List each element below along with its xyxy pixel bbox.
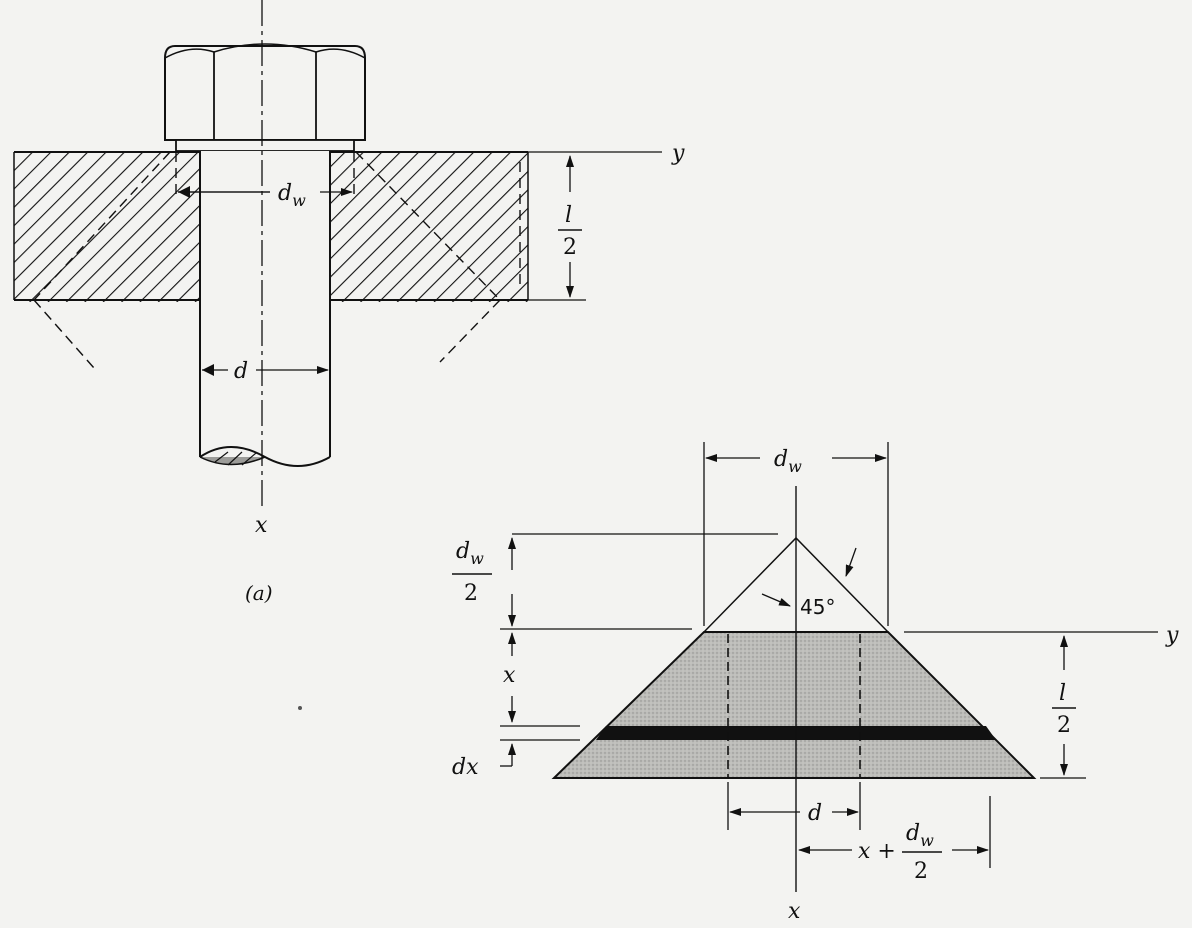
bolt-l-label: l [565, 203, 572, 228]
bolt-washer-dimension: dw [178, 181, 353, 210]
frustum-washer-d: d [774, 447, 788, 472]
radius-w: w [920, 831, 934, 850]
frustum-2-label: 2 [1057, 713, 1071, 738]
stray-mark [298, 706, 302, 710]
cone-angle-annotation: 45° [761, 547, 857, 619]
apex-height-2: 2 [464, 581, 478, 606]
frustum-half-length-dimension: l 2 [1052, 635, 1076, 776]
apex-height-dimension: dw 2 [452, 537, 516, 627]
frustum-bolt-lines [727, 634, 861, 778]
bolt-x-label: x [255, 513, 268, 538]
radius-dimension: x + dw 2 [798, 796, 991, 884]
bolt-caption: (a) [245, 581, 273, 605]
bolt-diameter-dimension: d [202, 359, 329, 384]
frustum-body [551, 631, 1037, 779]
dx-dim-label: dx [452, 755, 479, 780]
bolt-head [164, 43, 366, 152]
frustum-washer-w: w [788, 457, 802, 476]
svg-text:dw: dw [774, 447, 802, 476]
svg-text:dw: dw [456, 539, 484, 568]
svg-text:dw: dw [906, 821, 934, 850]
frustum-washer-dimension: dw [703, 442, 889, 626]
bolt-y-label: y [671, 141, 685, 166]
apex-height-d: d [456, 539, 470, 564]
bolt-washer-w: w [292, 191, 306, 210]
frustum-l-label: l [1059, 681, 1066, 706]
frustum-panel: y dw 45° dw 2 [452, 442, 1179, 924]
bolt-washer-d: d [278, 181, 292, 206]
radius-2: 2 [914, 859, 928, 884]
bolt-shank [199, 151, 331, 467]
bolt-panel: y dw d l 2 x (a) [13, 0, 685, 605]
radius-prefix: x + [858, 839, 896, 864]
x-dim-label: x [503, 663, 516, 688]
cone-angle-label: 45° [800, 595, 835, 619]
frustum-bolt-diameter-dimension: d [727, 782, 861, 830]
dx-dimension: dx [452, 743, 516, 780]
bolt-half-length-dimension: l 2 [558, 155, 582, 298]
frustum-d-label: d [808, 801, 822, 826]
frustum-x-label: x [788, 899, 801, 924]
bolt-d-label: d [234, 359, 248, 384]
bolt-2-label: 2 [563, 235, 577, 260]
radius-d: d [906, 821, 920, 846]
apex-height-w: w [470, 549, 484, 568]
svg-text:dw: dw [278, 181, 306, 210]
frustum-y-label: y [1165, 623, 1179, 648]
x-dimension: x [503, 632, 516, 723]
pressure-cone-lines [33, 151, 521, 369]
